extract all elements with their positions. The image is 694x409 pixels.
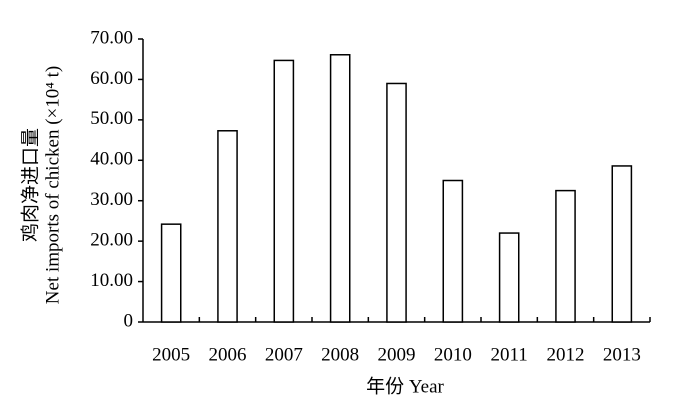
y-axis-label: 鸡肉净进口量 bbox=[19, 128, 41, 242]
bar bbox=[386, 82, 407, 323]
y-tick-label: 70.00 bbox=[90, 27, 133, 48]
x-tick-label: 2005 bbox=[152, 344, 190, 365]
x-axis-label: 年份 Year bbox=[366, 375, 444, 397]
bar bbox=[273, 59, 295, 323]
y-axis-label: Net imports of chicken (×10⁴ t) bbox=[42, 66, 63, 304]
bar bbox=[217, 130, 238, 323]
bar bbox=[498, 232, 520, 323]
x-tick-label: 2010 bbox=[434, 344, 472, 365]
bar bbox=[329, 54, 351, 323]
x-tick-label: 2013 bbox=[603, 344, 641, 365]
x-tick-label: 2012 bbox=[547, 344, 585, 365]
x-tick-label: 2011 bbox=[491, 344, 528, 365]
bar bbox=[555, 189, 576, 323]
x-tick-label: 2008 bbox=[321, 344, 359, 365]
y-tick-label: 60.00 bbox=[90, 68, 133, 89]
y-tick-label: 10.00 bbox=[90, 270, 133, 291]
x-tick-label: 2007 bbox=[265, 344, 303, 365]
y-tick-label: 50.00 bbox=[90, 108, 133, 129]
bar bbox=[611, 165, 633, 323]
bar bbox=[442, 179, 464, 323]
y-tick-label: 0 bbox=[124, 310, 134, 331]
bar bbox=[160, 223, 182, 323]
x-tick-label: 2009 bbox=[378, 344, 416, 365]
x-tick-label: 2006 bbox=[209, 344, 247, 365]
y-tick-label: 40.00 bbox=[90, 149, 133, 170]
y-tick-label: 20.00 bbox=[90, 230, 133, 251]
y-tick-label: 30.00 bbox=[90, 189, 133, 210]
